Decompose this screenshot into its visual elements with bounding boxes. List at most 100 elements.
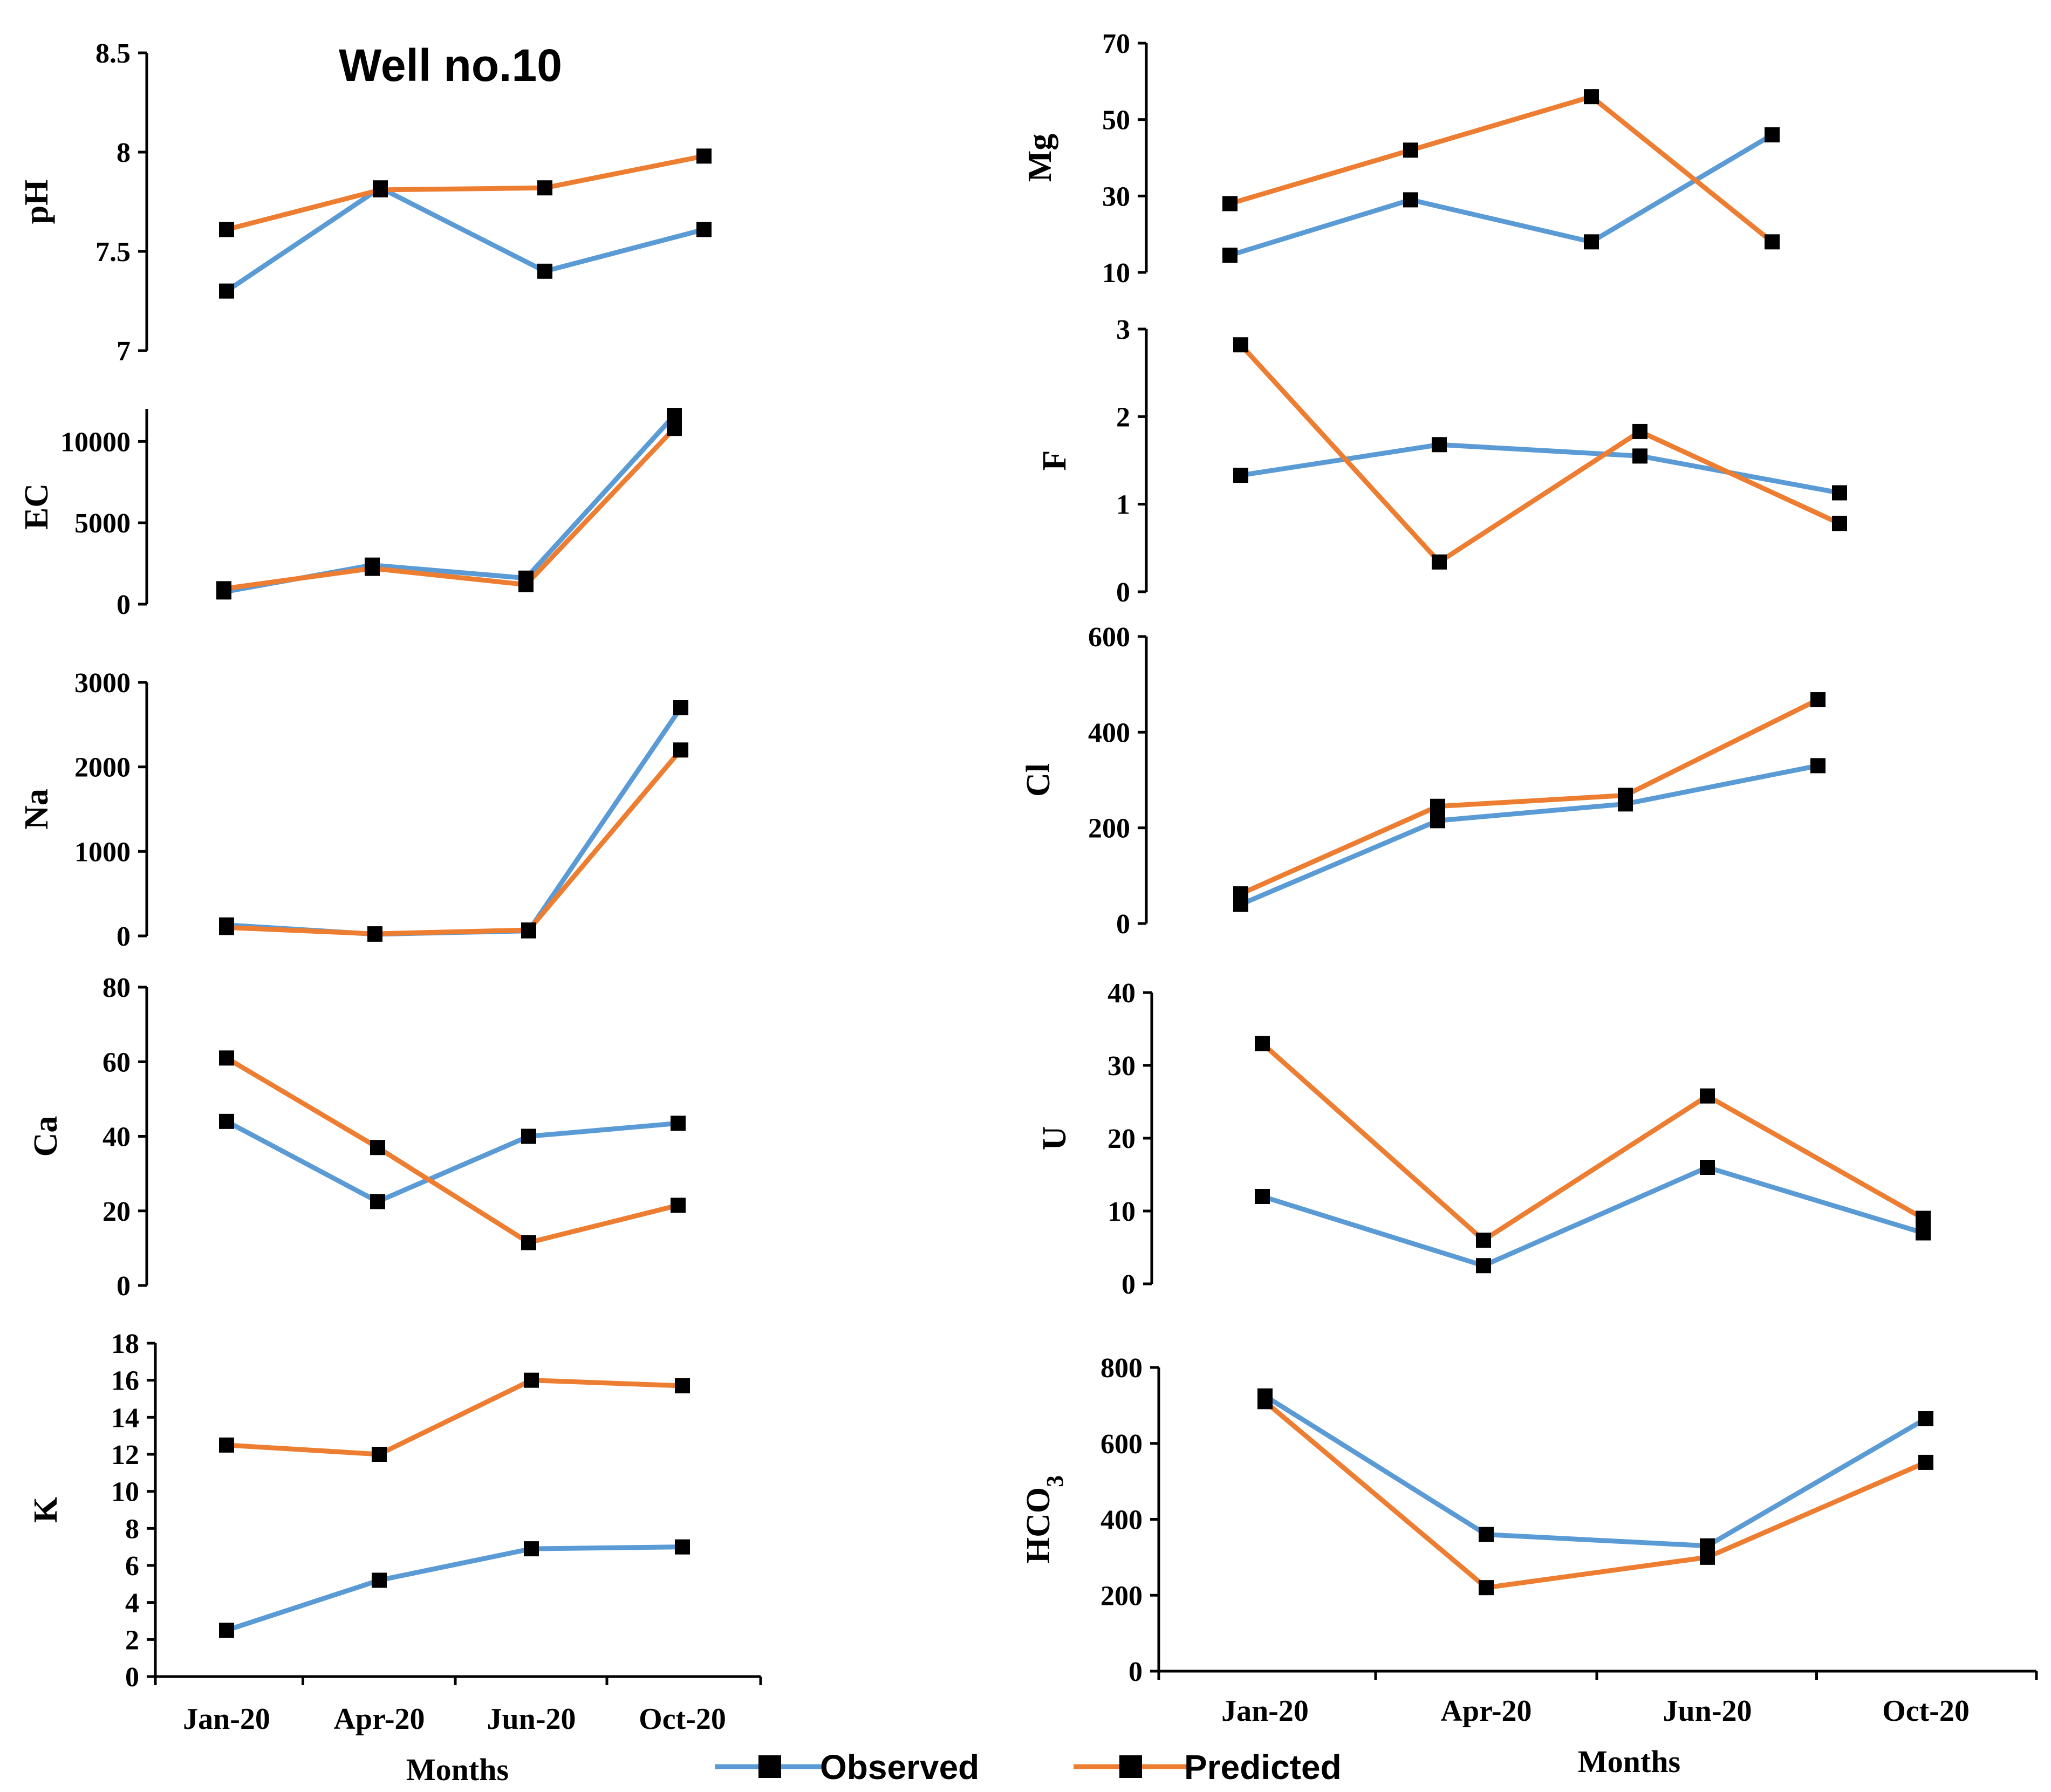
data-point-observed-mg xyxy=(1765,127,1780,142)
x-tick-label-k: Apr-20 xyxy=(333,1702,425,1736)
y-tick-label-mg: 70 xyxy=(1102,29,1130,59)
data-point-predicted-f xyxy=(1233,337,1248,353)
legend-observed-label: Observed xyxy=(820,1748,979,1787)
data-point-predicted-ca xyxy=(521,1235,536,1250)
y-tick-label-k: 16 xyxy=(111,1366,139,1397)
data-point-observed-k xyxy=(524,1541,539,1557)
y-tick-label-k: 12 xyxy=(111,1440,139,1470)
y-tick-label-na: 0 xyxy=(117,921,131,952)
x-tick-label-k: Oct-20 xyxy=(639,1702,726,1736)
data-point-predicted-mg xyxy=(1403,142,1418,158)
y-axis-title-na: Na xyxy=(18,789,55,830)
y-axis-title-text: K xyxy=(28,1497,64,1523)
data-point-predicted-mg xyxy=(1222,196,1238,211)
data-point-observed-ph xyxy=(696,222,712,237)
data-point-predicted-k xyxy=(219,1437,234,1453)
y-axis-title-text: Cl xyxy=(1020,763,1057,797)
data-point-observed-f xyxy=(1832,485,1847,501)
x-tick-label-hco3: Oct-20 xyxy=(1882,1694,1970,1728)
legend: Observed Predicted xyxy=(715,1748,1342,1787)
data-point-observed-hco3 xyxy=(1918,1411,1933,1427)
data-point-observed-mg xyxy=(1584,234,1599,250)
data-point-observed-ec xyxy=(667,408,682,423)
data-point-observed-u xyxy=(1700,1160,1715,1175)
y-axis-title-k: K xyxy=(28,1497,64,1523)
y-tick-label-k: 10 xyxy=(111,1477,139,1508)
data-point-observed-ca xyxy=(671,1116,686,1131)
y-axis-title-subscript: 3 xyxy=(1042,1475,1068,1487)
data-point-predicted-ph xyxy=(219,222,234,237)
y-axis-title-ca: Ca xyxy=(28,1116,64,1157)
series-line-observed-na xyxy=(226,706,683,937)
y-tick-label-ca: 20 xyxy=(102,1196,131,1227)
data-point-predicted-ph xyxy=(537,180,552,196)
y-axis-title-ph: pH xyxy=(18,180,55,224)
x-tick-label-k: Jan-20 xyxy=(183,1702,270,1736)
data-point-predicted-ec xyxy=(667,421,682,436)
y-axis-title-ec: EC xyxy=(18,483,55,530)
y-tick-label-k: 18 xyxy=(111,1329,139,1359)
y-tick-label-mg: 30 xyxy=(1102,181,1130,212)
y-axis-title-text: U xyxy=(1036,1126,1073,1151)
series-line-predicted-f xyxy=(1239,343,1841,565)
y-axis-title-mg: Mg xyxy=(1022,134,1058,182)
data-point-predicted-hco3 xyxy=(1700,1549,1715,1565)
y-tick-label-na: 2000 xyxy=(74,753,131,783)
series-line-observed-f xyxy=(1240,442,1840,495)
data-point-observed-na xyxy=(673,700,688,715)
legend-predicted-label: Predicted xyxy=(1184,1748,1342,1787)
y-tick-label-cl: 0 xyxy=(1116,909,1130,940)
y-axis-title-hco3: HCO3 xyxy=(1020,1475,1068,1563)
data-point-observed-u xyxy=(1476,1258,1491,1274)
data-point-observed-mg xyxy=(1222,248,1238,263)
y-axis-title-text: Ca xyxy=(28,1116,64,1157)
y-tick-label-hco3: 800 xyxy=(1100,1353,1143,1384)
data-point-predicted-f xyxy=(1832,516,1847,531)
data-point-predicted-ec xyxy=(216,581,231,597)
y-tick-label-k: 8 xyxy=(125,1514,139,1544)
y-tick-label-u: 40 xyxy=(1107,978,1136,1009)
y-tick-label-k: 14 xyxy=(111,1403,139,1433)
data-point-predicted-k xyxy=(675,1378,690,1393)
x-tick-label-hco3: Apr-20 xyxy=(1440,1694,1532,1728)
y-tick-label-ca: 40 xyxy=(102,1122,131,1153)
y-tick-label-na: 3000 xyxy=(74,668,131,699)
data-point-observed-f xyxy=(1432,437,1447,453)
data-point-observed-cl xyxy=(1430,813,1445,829)
data-point-predicted-ca xyxy=(671,1198,686,1213)
data-point-observed-k xyxy=(372,1572,387,1588)
panel-f: 0 1 2 3 F xyxy=(1036,314,1847,608)
series-line-predicted-k xyxy=(226,1378,683,1457)
chart-panels: 77.588.5pH0500010000EC0100020003000Na020… xyxy=(18,29,2038,1787)
data-point-predicted-cl xyxy=(1810,692,1826,708)
series-line-observed-u xyxy=(1261,1165,1924,1268)
data-point-predicted-ca xyxy=(219,1050,234,1066)
y-tick-label-u: 20 xyxy=(1107,1124,1136,1154)
y-axis-title-text: Mg xyxy=(1022,134,1058,182)
panel-mg: 10 30 50 70 Mg xyxy=(1022,29,1780,289)
data-point-predicted-hco3 xyxy=(1257,1394,1273,1410)
y-tick-label-f: 1 xyxy=(1116,490,1130,521)
y-tick-label-mg: 10 xyxy=(1102,258,1130,289)
data-point-predicted-hco3 xyxy=(1479,1580,1494,1596)
series-line-predicted-ph xyxy=(225,153,705,232)
panel-cl: 0 200 400 600 Cl xyxy=(1020,622,1826,940)
x-tick-label-hco3: Jun-20 xyxy=(1663,1694,1752,1728)
x-tick-label-hco3: Jan-20 xyxy=(1221,1694,1309,1728)
panel-k: 0 2 4 6 8 10 12 14 16 18 K Jan-20 Apr-20 Jun-20 Oct-20… xyxy=(28,1329,762,1787)
y-tick-label-k: 4 xyxy=(125,1588,139,1619)
series-line-predicted-u xyxy=(1261,1042,1925,1243)
y-axis-title-text: pH xyxy=(18,180,55,224)
series-line-observed-ec xyxy=(223,414,676,594)
series-line-observed-cl xyxy=(1240,763,1818,907)
series-line-predicted-mg xyxy=(1229,94,1774,244)
x-tick-label-k: Jun-20 xyxy=(487,1702,576,1736)
y-axis-title-cl: Cl xyxy=(1020,763,1057,797)
data-point-predicted-na xyxy=(367,926,382,942)
y-axis-title-text: HCO xyxy=(1020,1487,1057,1563)
y-tick-label-f: 2 xyxy=(1116,402,1130,433)
data-point-predicted-f xyxy=(1432,554,1447,570)
data-point-predicted-hco3 xyxy=(1918,1454,1933,1470)
data-point-observed-ca xyxy=(370,1194,385,1209)
